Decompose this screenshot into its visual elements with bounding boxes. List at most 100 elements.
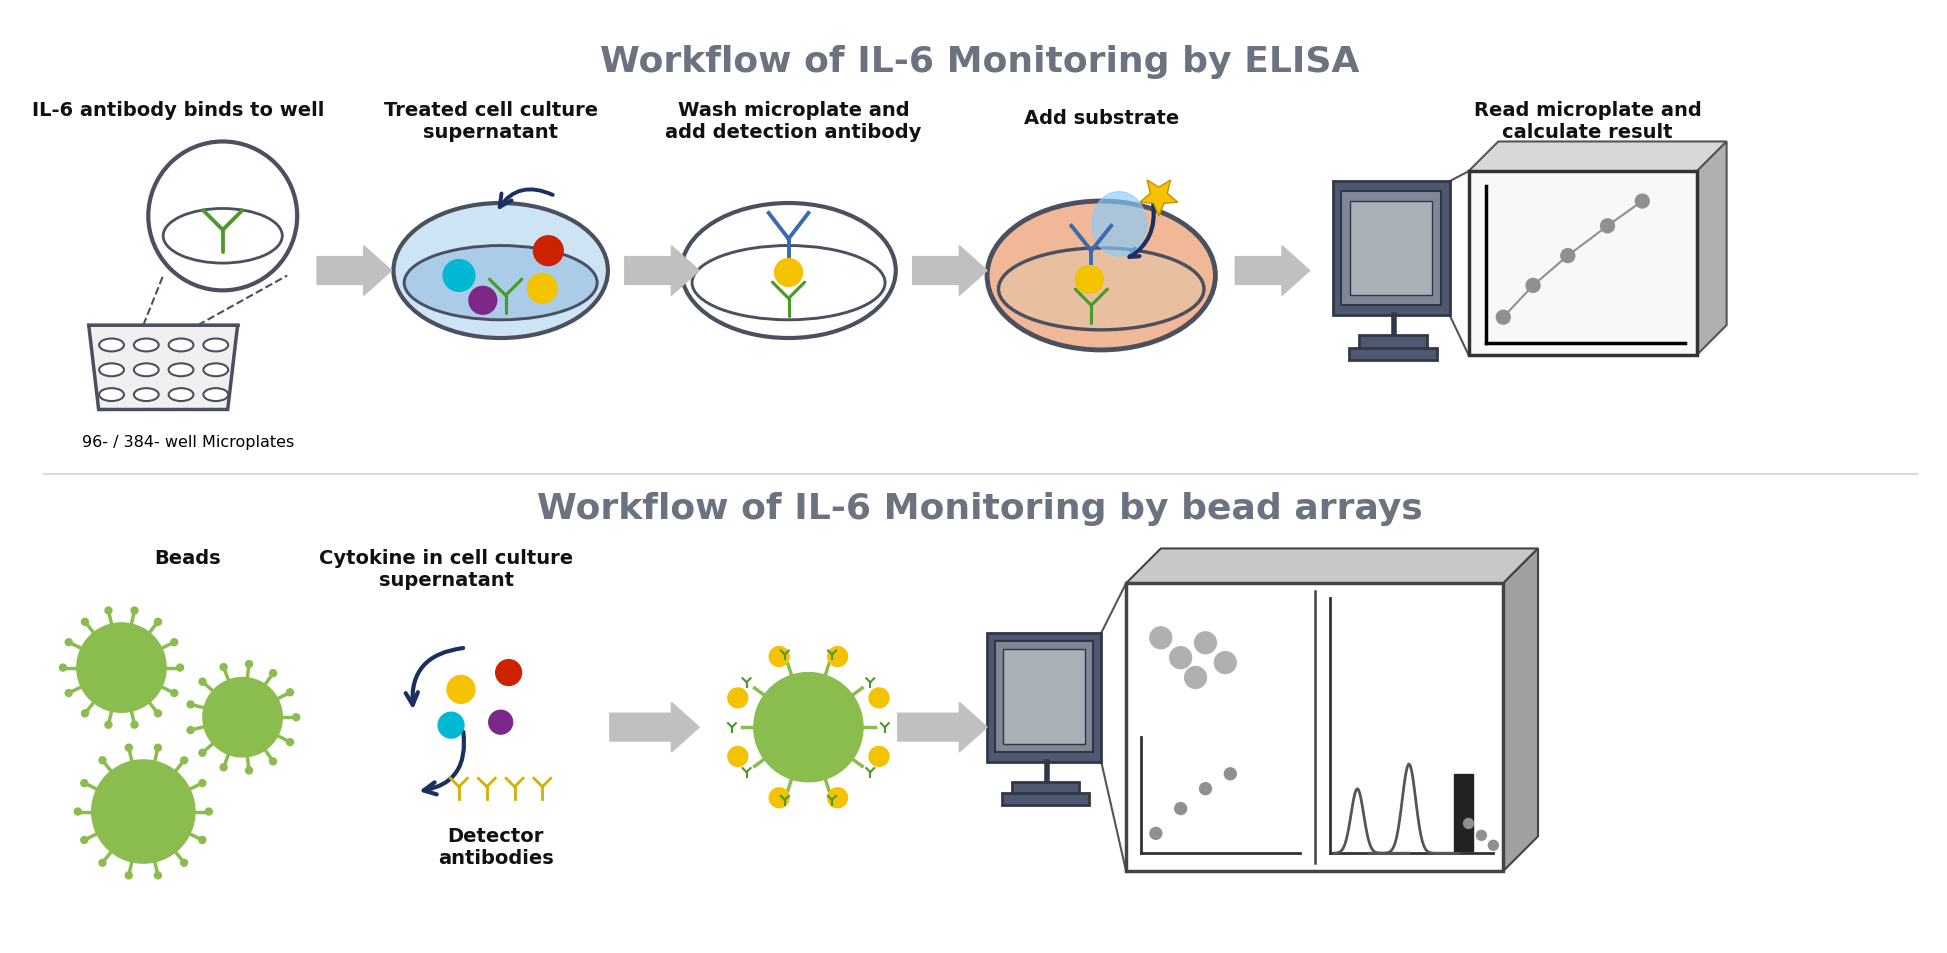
- Circle shape: [496, 659, 522, 686]
- Circle shape: [728, 688, 748, 708]
- Circle shape: [1199, 783, 1211, 795]
- FancyBboxPatch shape: [1003, 793, 1088, 804]
- Circle shape: [269, 670, 276, 677]
- Ellipse shape: [999, 249, 1203, 331]
- Circle shape: [868, 747, 890, 766]
- Circle shape: [177, 664, 183, 671]
- Circle shape: [868, 688, 890, 708]
- Ellipse shape: [134, 339, 160, 352]
- Polygon shape: [90, 326, 238, 410]
- Circle shape: [245, 660, 253, 668]
- Circle shape: [154, 744, 162, 751]
- Circle shape: [775, 259, 802, 287]
- Circle shape: [82, 837, 88, 843]
- Circle shape: [130, 607, 138, 615]
- Circle shape: [199, 837, 206, 843]
- Ellipse shape: [99, 364, 125, 376]
- Circle shape: [1174, 802, 1186, 815]
- Circle shape: [1151, 827, 1162, 840]
- Circle shape: [753, 673, 863, 781]
- Circle shape: [204, 808, 212, 815]
- FancyArrow shape: [1234, 247, 1310, 296]
- Circle shape: [448, 676, 475, 703]
- Polygon shape: [1503, 549, 1538, 871]
- Polygon shape: [1139, 181, 1178, 216]
- FancyBboxPatch shape: [1003, 649, 1084, 744]
- Circle shape: [1635, 194, 1649, 209]
- Circle shape: [1526, 279, 1540, 294]
- FancyBboxPatch shape: [987, 633, 1102, 762]
- FancyBboxPatch shape: [1359, 335, 1427, 351]
- Circle shape: [1075, 266, 1104, 294]
- Circle shape: [220, 664, 228, 671]
- Circle shape: [154, 872, 162, 879]
- Circle shape: [444, 260, 475, 292]
- Circle shape: [1170, 647, 1192, 669]
- Ellipse shape: [987, 202, 1215, 351]
- Circle shape: [1151, 627, 1172, 649]
- Circle shape: [1497, 311, 1511, 325]
- FancyBboxPatch shape: [1468, 172, 1698, 355]
- FancyBboxPatch shape: [1454, 774, 1474, 851]
- Circle shape: [74, 808, 82, 815]
- Ellipse shape: [202, 389, 228, 401]
- Text: Read microplate and
calculate result: Read microplate and calculate result: [1474, 101, 1702, 142]
- Ellipse shape: [99, 339, 125, 352]
- Circle shape: [181, 860, 187, 866]
- FancyArrow shape: [609, 702, 699, 752]
- Circle shape: [769, 647, 789, 667]
- Circle shape: [1488, 841, 1499, 850]
- Circle shape: [1600, 220, 1614, 233]
- Text: Beads: Beads: [154, 549, 222, 568]
- Polygon shape: [1125, 549, 1538, 583]
- Ellipse shape: [1092, 193, 1147, 257]
- FancyBboxPatch shape: [995, 641, 1094, 752]
- Circle shape: [82, 618, 88, 625]
- Circle shape: [154, 618, 162, 625]
- Circle shape: [130, 721, 138, 728]
- Ellipse shape: [134, 389, 160, 401]
- Circle shape: [187, 727, 195, 734]
- Circle shape: [245, 767, 253, 774]
- Circle shape: [105, 721, 111, 728]
- Circle shape: [199, 679, 206, 685]
- Ellipse shape: [169, 389, 193, 401]
- Circle shape: [125, 872, 132, 879]
- Ellipse shape: [202, 364, 228, 376]
- Circle shape: [105, 607, 111, 615]
- Text: Cytokine in cell culture
supernatant: Cytokine in cell culture supernatant: [319, 549, 572, 590]
- Circle shape: [469, 287, 496, 314]
- Circle shape: [60, 664, 66, 671]
- Text: Workflow of IL-6 Monitoring by bead arrays: Workflow of IL-6 Monitoring by bead arra…: [537, 492, 1423, 525]
- Circle shape: [769, 788, 789, 808]
- Circle shape: [438, 713, 463, 739]
- FancyBboxPatch shape: [1351, 202, 1431, 296]
- Circle shape: [1195, 632, 1217, 654]
- FancyArrow shape: [898, 702, 987, 752]
- Ellipse shape: [99, 389, 125, 401]
- Circle shape: [171, 639, 177, 646]
- Circle shape: [286, 739, 294, 746]
- FancyBboxPatch shape: [1125, 583, 1503, 871]
- Circle shape: [92, 760, 195, 863]
- Ellipse shape: [681, 204, 896, 338]
- Circle shape: [292, 714, 300, 720]
- Circle shape: [82, 780, 88, 787]
- Circle shape: [181, 757, 187, 764]
- Circle shape: [202, 678, 282, 757]
- Circle shape: [148, 142, 298, 291]
- Ellipse shape: [169, 339, 193, 352]
- Circle shape: [199, 749, 206, 757]
- Text: Wash microplate and
add detection antibody: Wash microplate and add detection antibo…: [666, 101, 921, 142]
- FancyBboxPatch shape: [1349, 349, 1437, 360]
- Circle shape: [1225, 768, 1236, 780]
- Ellipse shape: [393, 204, 607, 338]
- Text: Add substrate: Add substrate: [1024, 109, 1178, 128]
- Text: Workflow of IL-6 Monitoring by ELISA: Workflow of IL-6 Monitoring by ELISA: [600, 45, 1359, 79]
- Circle shape: [827, 788, 847, 808]
- Text: Data analysis: Data analysis: [1240, 549, 1388, 568]
- Circle shape: [82, 710, 88, 717]
- Circle shape: [533, 236, 563, 266]
- Circle shape: [827, 647, 847, 667]
- Circle shape: [1215, 652, 1236, 674]
